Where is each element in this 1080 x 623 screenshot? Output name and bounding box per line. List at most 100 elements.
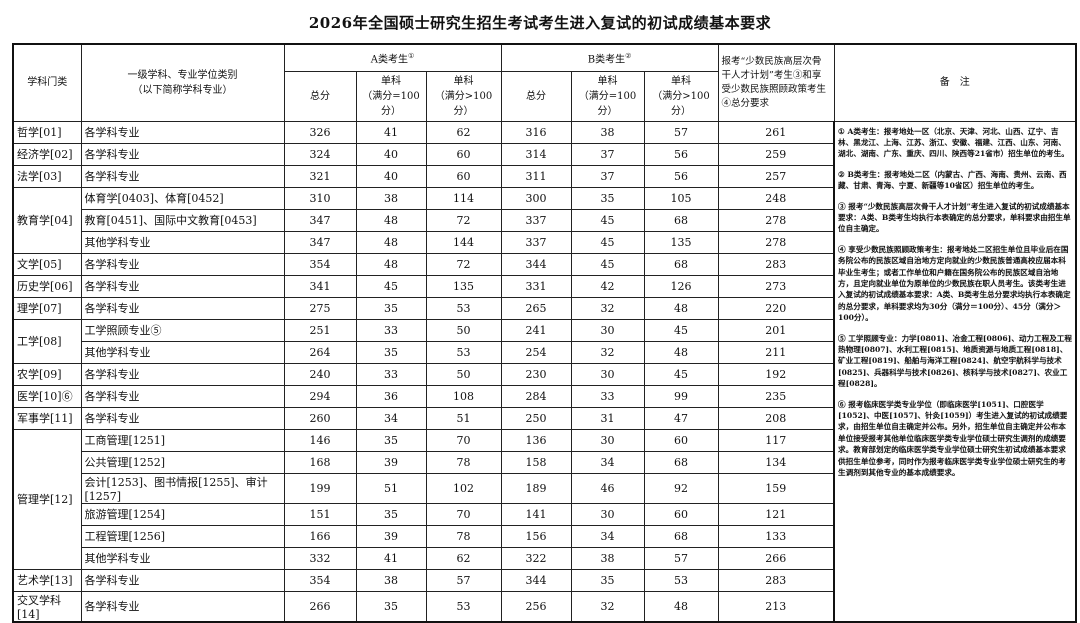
major-cell: 体育学[0403]、体育[0452] xyxy=(80,186,285,210)
major-cell: 其他学科专业 xyxy=(80,546,285,570)
note-item: ③ 报考“少数民族高层次骨干人才计划”考生进入复试的初试成绩基本要求：A类、B类… xyxy=(838,201,1071,234)
b-total-cell: 300 xyxy=(500,186,572,210)
minority-total-cell: 134 xyxy=(717,450,835,474)
b-total-cell: 331 xyxy=(500,274,572,298)
table-row: 军事学[11] 各学科专业 260 34 51 250 31 47 208 xyxy=(12,406,1076,430)
b-single-100-cell: 34 xyxy=(570,450,645,474)
a-single-100-cell: 34 xyxy=(355,406,427,430)
a-total-cell: 166 xyxy=(283,524,357,548)
minority-total-cell: 208 xyxy=(717,406,835,430)
table-row: 艺术学[13] 各学科专业 354 38 57 344 35 53 283 xyxy=(12,568,1076,592)
b-single-gt100-cell: 57 xyxy=(643,546,719,570)
notes-cell: ① A类考生：报考地处一区（北京、天津、河北、山西、辽宁、吉林、黑龙江、上海、江… xyxy=(833,120,1077,622)
major-cell: 各学科专业 xyxy=(80,362,285,386)
table-row: 农学[09] 各学科专业 240 33 50 230 30 45 192 xyxy=(12,362,1076,386)
b-single-gt100-cell: 60 xyxy=(643,502,719,526)
b-single-100-cell: 33 xyxy=(570,384,645,408)
b-single-100-cell: 31 xyxy=(570,406,645,430)
a-total-cell: 332 xyxy=(283,546,357,570)
major-cell: 各学科专业 xyxy=(80,568,285,592)
a-single-gt100-cell: 60 xyxy=(425,142,502,166)
b-single-gt100-cell: 105 xyxy=(643,186,719,210)
a-total-cell: 354 xyxy=(283,252,357,276)
b-total-cell: 337 xyxy=(500,208,572,232)
a-single-100-cell: 51 xyxy=(355,472,427,504)
major-cell: 各学科专业 xyxy=(80,252,285,276)
header-b-total: 总分 xyxy=(500,70,572,122)
major-cell: 各学科专业 xyxy=(80,274,285,298)
minority-total-cell: 257 xyxy=(717,164,835,188)
b-single-gt100-cell: 56 xyxy=(643,142,719,166)
b-single-gt100-cell: 60 xyxy=(643,428,719,452)
b-single-gt100-cell: 47 xyxy=(643,406,719,430)
a-single-100-cell: 39 xyxy=(355,524,427,548)
minority-total-cell: 278 xyxy=(717,208,835,232)
b-single-gt100-cell: 126 xyxy=(643,274,719,298)
header-a-single-gt100: 单科 （满分>100分） xyxy=(425,70,502,122)
b-total-cell: 311 xyxy=(500,164,572,188)
a-single-gt100-cell: 62 xyxy=(425,120,502,144)
b-single-gt100-cell: 48 xyxy=(643,296,719,320)
a-total-cell: 260 xyxy=(283,406,357,430)
a-single-gt100-cell: 72 xyxy=(425,208,502,232)
b-single-100-cell: 30 xyxy=(570,362,645,386)
a-single-gt100-cell: 50 xyxy=(425,318,502,342)
a-single-gt100-cell: 108 xyxy=(425,384,502,408)
a-single-100-cell: 41 xyxy=(355,120,427,144)
minority-total-cell: 220 xyxy=(717,296,835,320)
b-single-100-cell: 38 xyxy=(570,546,645,570)
a-single-100-cell: 33 xyxy=(355,318,427,342)
major-cell: 工商管理[1251] xyxy=(80,428,285,452)
b-single-gt100-cell: 45 xyxy=(643,362,719,386)
discipline-cell: 艺术学[13] xyxy=(12,568,82,592)
a-single-100-cell: 38 xyxy=(355,186,427,210)
b-total-cell: 314 xyxy=(500,142,572,166)
header-notes: 备 注 xyxy=(833,43,1077,122)
discipline-cell: 工学[08] xyxy=(12,318,82,364)
a-single-gt100-cell: 78 xyxy=(425,450,502,474)
minority-total-cell: 266 xyxy=(717,546,835,570)
a-total-cell: 151 xyxy=(283,502,357,526)
major-cell: 各学科专业 xyxy=(80,296,285,320)
a-single-100-cell: 35 xyxy=(355,340,427,364)
a-single-100-cell: 33 xyxy=(355,362,427,386)
discipline-cell: 交叉学科[14] xyxy=(12,590,82,622)
table-row: 其他学科专业 347 48 144 337 45 135 278 xyxy=(13,230,1076,254)
a-total-cell: 341 xyxy=(283,274,357,298)
b-single-100-cell: 35 xyxy=(570,186,645,210)
discipline-cell: 文学[05] xyxy=(12,252,82,276)
b-single-100-cell: 30 xyxy=(570,428,645,452)
major-cell: 各学科专业 xyxy=(80,164,285,188)
a-single-100-cell: 48 xyxy=(355,208,427,232)
b-single-gt100-cell: 57 xyxy=(643,120,719,144)
discipline-cell: 军事学[11] xyxy=(12,406,82,430)
a-total-cell: 240 xyxy=(283,362,357,386)
table-row: 哲学[01] 各学科专业 326 41 62 316 38 57 261 ① A类考生：报考地处一… xyxy=(12,120,1077,622)
b-total-cell: 230 xyxy=(500,362,572,386)
a-single-100-cell: 38 xyxy=(355,568,427,592)
b-total-cell: 241 xyxy=(500,318,572,342)
a-single-gt100-cell: 102 xyxy=(425,472,502,504)
a-single-100-cell: 35 xyxy=(355,428,427,452)
b-single-100-cell: 45 xyxy=(570,230,645,254)
a-single-gt100-cell: 53 xyxy=(425,296,502,320)
minority-total-cell: 235 xyxy=(717,384,835,408)
b-single-gt100-cell: 56 xyxy=(643,164,719,188)
discipline-cell: 经济学[02] xyxy=(12,142,82,166)
table-row: 文学[05] 各学科专业 354 48 72 344 45 68 283 xyxy=(12,252,1076,276)
note-item: ⑥ 报考临床医学类专业学位（即临床医学[1051]、口腔医学[1052]、中医[… xyxy=(838,399,1068,478)
major-cell: 公共管理[1252] xyxy=(80,450,285,474)
note-item: ② B类考生：报考地处二区（内蒙古、广西、海南、贵州、云南、西藏、甘肃、青海、宁… xyxy=(838,169,1067,191)
a-single-gt100-cell: 114 xyxy=(425,186,502,210)
major-cell: 其他学科专业 xyxy=(80,340,285,364)
b-single-gt100-cell: 53 xyxy=(643,568,719,592)
a-single-gt100-cell: 60 xyxy=(425,164,502,188)
table-row: 法学[03] 各学科专业 321 40 60 311 37 56 257 xyxy=(12,164,1076,188)
major-cell: 会计[1253]、图书情报[1255]、审计[1257] xyxy=(80,472,285,504)
header-discipline: 学科门类 xyxy=(12,43,82,122)
a-total-cell: 354 xyxy=(283,568,357,592)
a-single-gt100-cell: 144 xyxy=(425,230,502,254)
b-single-gt100-cell: 48 xyxy=(643,590,719,622)
table-body: 哲学[01] 各学科专业 326 41 62 316 38 57 261 ① A类考生：报考地处一… xyxy=(12,120,1077,622)
header-b-single-100: 单科 （满分=100分） xyxy=(570,70,645,122)
